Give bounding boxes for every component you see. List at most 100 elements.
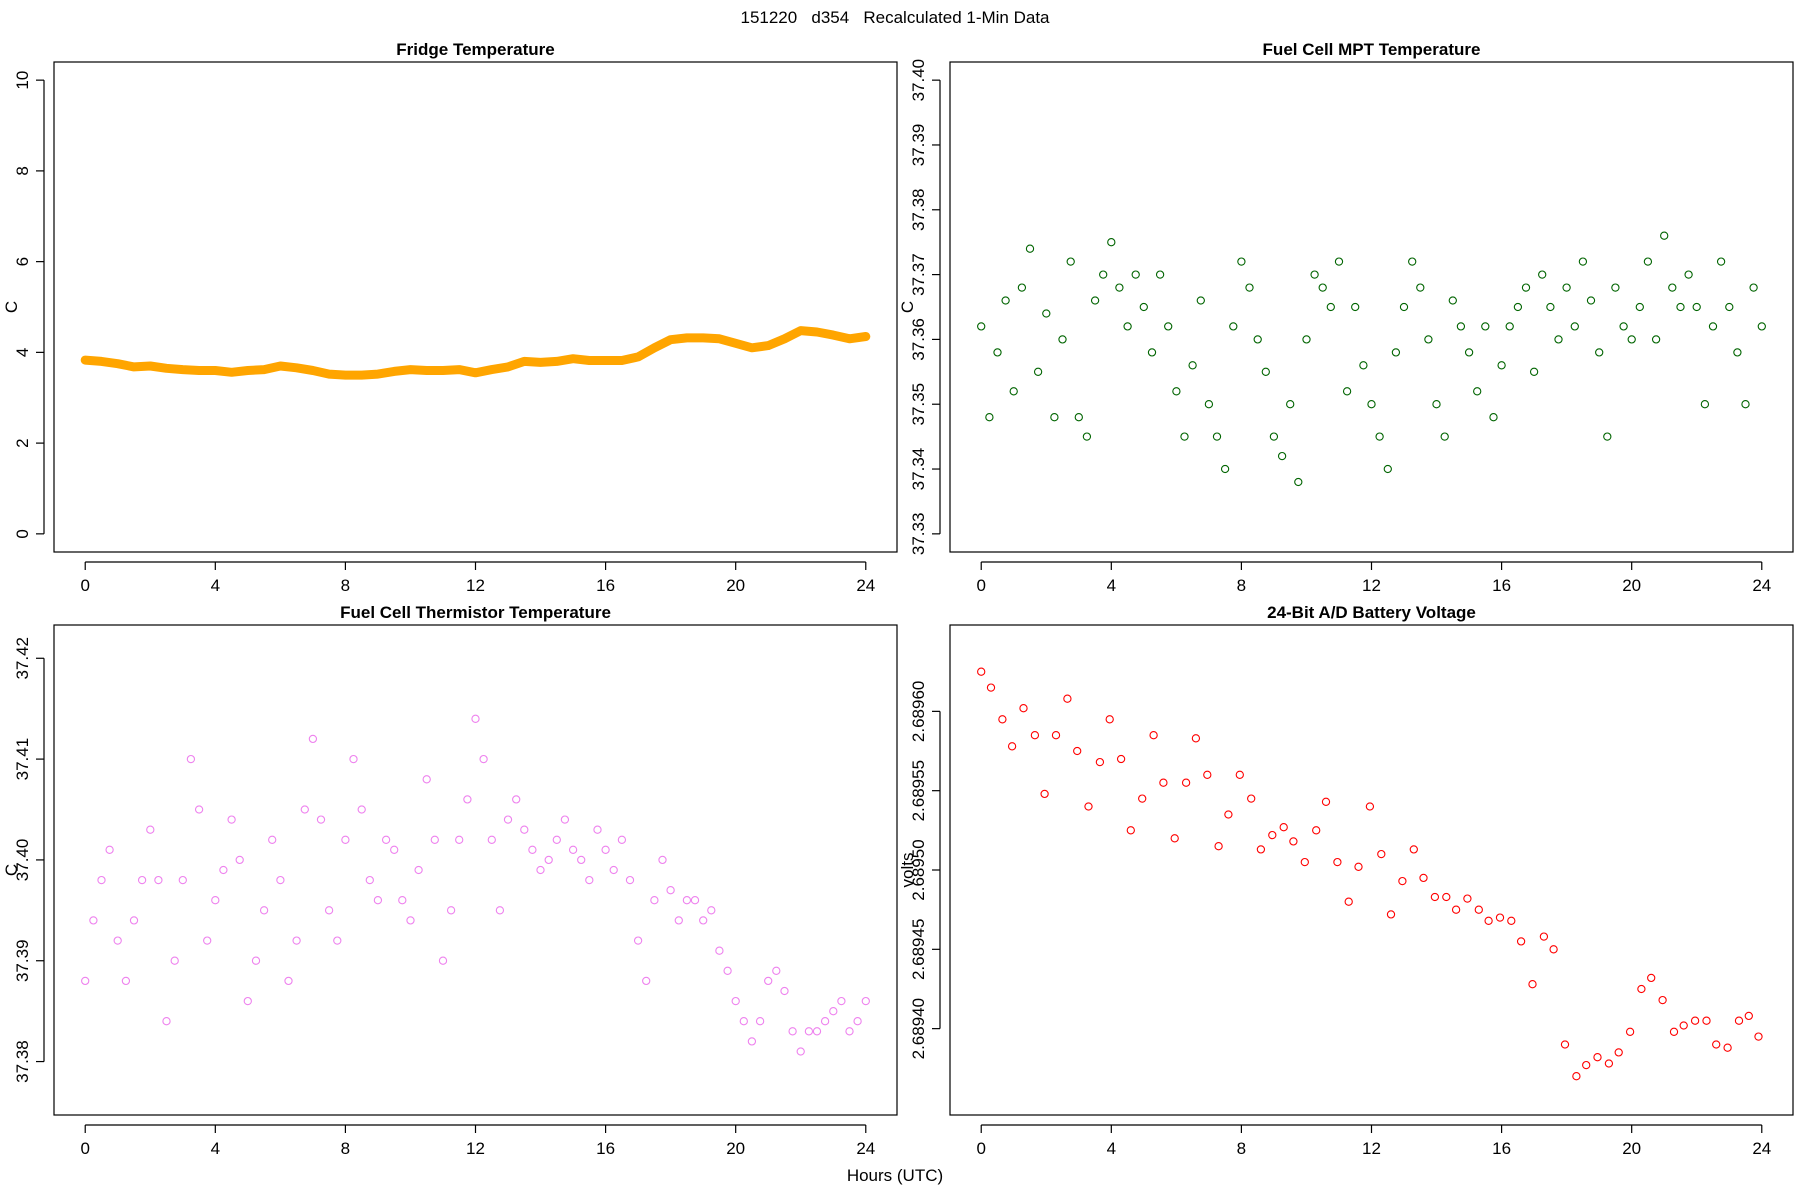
data-point xyxy=(1084,802,1093,811)
y-tick-label: 37.36 xyxy=(909,318,928,361)
data-point xyxy=(1611,283,1620,292)
data-point xyxy=(1359,361,1368,370)
data-point xyxy=(512,795,521,804)
y-axis: 37.33 37.34 37.35 37.36 37.37 37.38 37.39 37.40 xyxy=(909,59,941,555)
x-tick-label: 12 xyxy=(1362,1139,1381,1158)
data-point xyxy=(1578,257,1588,266)
data-point xyxy=(986,683,996,692)
data-point xyxy=(268,835,277,844)
data-point xyxy=(1442,892,1451,902)
data-point xyxy=(1212,432,1222,441)
data-point xyxy=(1009,387,1018,396)
data-point xyxy=(1643,257,1653,266)
data-point xyxy=(601,845,610,854)
x-tick-label: 24 xyxy=(856,576,875,595)
data-point xyxy=(1690,1016,1700,1025)
data-point xyxy=(772,966,781,975)
x-tick-label: 0 xyxy=(976,1139,985,1158)
data-point xyxy=(1627,335,1636,344)
data-point xyxy=(1247,794,1256,803)
data-point xyxy=(284,976,293,986)
data-point xyxy=(1409,845,1418,854)
x-tick-label: 12 xyxy=(466,576,485,595)
data-point xyxy=(1495,913,1505,922)
y-tick-label: 37.39 xyxy=(13,939,32,982)
data-point xyxy=(633,936,643,945)
data-point xyxy=(1321,797,1331,806)
data-point xyxy=(243,996,252,1006)
data-point xyxy=(1180,432,1189,441)
data-point xyxy=(1063,694,1072,703)
data-point xyxy=(1367,400,1376,409)
data-point xyxy=(1310,270,1319,279)
x-tick-label: 4 xyxy=(1107,1139,1116,1158)
data-point xyxy=(1245,283,1254,292)
x-tick-label: 8 xyxy=(1237,1139,1246,1158)
data-point xyxy=(129,916,139,925)
data-point xyxy=(146,825,155,834)
plot-frame xyxy=(949,61,1794,553)
chart-title: Fuel Cell Thermistor Temperature xyxy=(340,603,611,622)
data-point xyxy=(1256,845,1266,854)
data-point xyxy=(121,976,131,986)
data-point xyxy=(1723,1043,1732,1052)
y-axis-label: C xyxy=(2,301,21,313)
data-point xyxy=(1149,731,1158,740)
y-axis: 37.38 37.39 37.40 37.41 37.42 xyxy=(13,637,45,1083)
data-point xyxy=(1702,1016,1711,1025)
y-tick-label: 37.41 xyxy=(13,738,32,781)
data-point xyxy=(977,322,986,331)
y-tick-label: 4 xyxy=(13,348,32,357)
data-point xyxy=(1170,834,1179,843)
data-point xyxy=(1051,731,1061,740)
data-point xyxy=(178,875,187,885)
data-point xyxy=(1570,322,1579,331)
plot-frame xyxy=(949,624,1794,1116)
data-point xyxy=(398,896,407,905)
data-point xyxy=(1463,894,1472,903)
data-point xyxy=(1391,348,1401,357)
data-point xyxy=(1725,302,1734,312)
data-point xyxy=(1188,361,1197,370)
data-point xyxy=(1507,916,1516,925)
x-tick-label: 4 xyxy=(211,1139,220,1158)
data-point xyxy=(89,916,98,925)
data-point xyxy=(1123,322,1132,331)
data-point xyxy=(316,815,326,824)
data-point xyxy=(1744,1011,1753,1021)
data-point xyxy=(1294,477,1303,487)
figure-x-axis-label: Hours (UTC) xyxy=(847,1166,943,1185)
data-point xyxy=(1593,1053,1602,1062)
data-point xyxy=(1529,367,1539,376)
data-point xyxy=(609,865,618,875)
y-tick-label: 37.40 xyxy=(909,59,928,102)
data-point xyxy=(642,976,651,986)
data-point xyxy=(137,875,147,885)
data-point xyxy=(1318,283,1327,292)
x-axis: 0 4 8 12 16 20 24 xyxy=(976,561,1771,595)
data-point xyxy=(1253,335,1262,344)
data-point xyxy=(1220,464,1230,474)
data-point xyxy=(520,825,529,834)
data-point xyxy=(617,835,627,844)
data-point xyxy=(788,1027,797,1036)
data-point xyxy=(1647,973,1656,983)
data-point xyxy=(1464,348,1474,357)
data-point xyxy=(113,936,122,945)
data-point xyxy=(1017,283,1027,292)
data-point xyxy=(1105,715,1114,724)
x-tick-label: 0 xyxy=(80,576,89,595)
data-point xyxy=(993,348,1002,357)
x-tick-label: 20 xyxy=(726,576,745,595)
data-point xyxy=(1203,770,1212,779)
data-point xyxy=(707,906,716,915)
chart-title: Fridge Temperature xyxy=(396,40,554,59)
data-point xyxy=(1191,734,1201,743)
y-tick-label: 37.42 xyxy=(13,637,32,680)
data-point xyxy=(235,855,244,865)
data-point xyxy=(381,835,391,844)
data-point xyxy=(1312,826,1321,835)
data-point xyxy=(1489,413,1498,422)
data-point xyxy=(251,956,261,965)
data-point xyxy=(585,875,594,885)
